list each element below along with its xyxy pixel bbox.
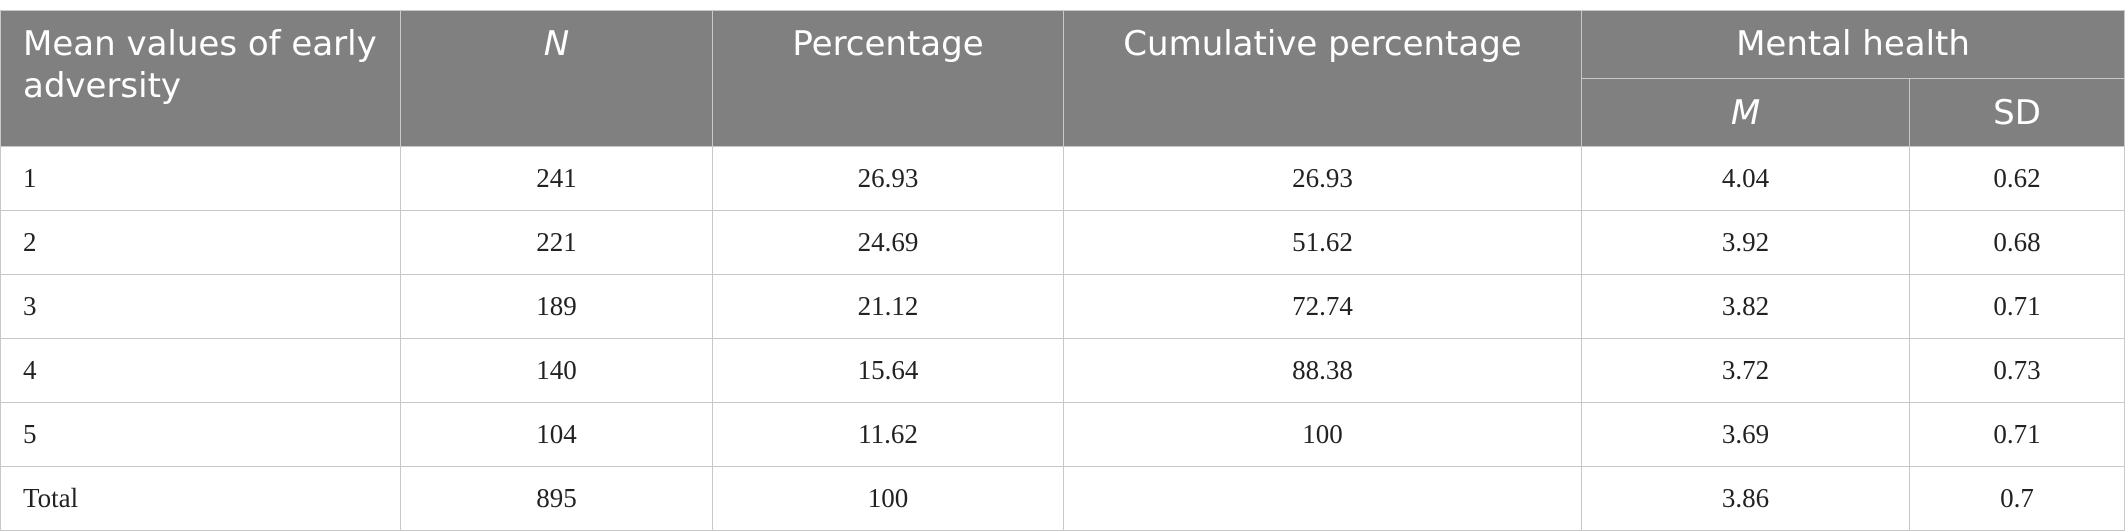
table-cell: 3.69 bbox=[1581, 402, 1910, 467]
header-text: M bbox=[1730, 92, 1761, 133]
table-cell: 51.62 bbox=[1063, 210, 1582, 275]
table-cell: 15.64 bbox=[712, 338, 1064, 403]
header-cell: Mean values of early adversity bbox=[0, 10, 401, 147]
table-cell: Total bbox=[0, 466, 401, 531]
table-cell: 88.38 bbox=[1063, 338, 1582, 403]
table-cell: 4.04 bbox=[1581, 146, 1910, 211]
table-cell: 3 bbox=[0, 274, 401, 339]
header-row: M SD bbox=[1, 78, 2126, 147]
table-row: 3 189 21.12 72.74 3.82 0.71 bbox=[0, 274, 2126, 339]
table-cell: 100 bbox=[712, 466, 1064, 531]
table-cell: 0.68 bbox=[1908, 210, 2126, 275]
header-text: N bbox=[543, 24, 570, 64]
table-cell: 11.62 bbox=[712, 402, 1064, 467]
table-cell: 895 bbox=[400, 466, 713, 531]
table-cell: 0.73 bbox=[1908, 338, 2126, 403]
table-row: 4 140 15.64 88.38 3.72 0.73 bbox=[0, 338, 2126, 403]
table-cell: 100 bbox=[1063, 402, 1582, 467]
header-cell: SD bbox=[1908, 78, 2126, 147]
table-header: Mean values of early adversity N Percent… bbox=[0, 10, 2126, 147]
table-cell: 26.93 bbox=[1063, 146, 1582, 211]
table-cell: 3.72 bbox=[1581, 338, 1910, 403]
table-row: 5 104 11.62 100 3.69 0.71 bbox=[0, 402, 2126, 467]
table-cell: 1 bbox=[0, 146, 401, 211]
table-row: 1 241 26.93 26.93 4.04 0.62 bbox=[0, 146, 2126, 211]
table-cell: 26.93 bbox=[712, 146, 1064, 211]
table-cell: 2 bbox=[0, 210, 401, 275]
table-cell: 5 bbox=[0, 402, 401, 467]
header-cell: Percentage bbox=[712, 10, 1064, 147]
header-cell: Cumulative percentage bbox=[1063, 10, 1582, 147]
table-cell: 24.69 bbox=[712, 210, 1064, 275]
table-cell: 72.74 bbox=[1063, 274, 1582, 339]
table-cell: 3.86 bbox=[1581, 466, 1910, 531]
table-row: 2 221 24.69 51.62 3.92 0.68 bbox=[0, 210, 2126, 275]
header-cell: M bbox=[1581, 78, 1910, 147]
table-cell: 0.71 bbox=[1908, 402, 2126, 467]
header-row: Mean values of early adversity N Percent… bbox=[0, 10, 2126, 147]
table-cell: 140 bbox=[400, 338, 713, 403]
table-cell: 189 bbox=[400, 274, 713, 339]
table-cell: 0.71 bbox=[1908, 274, 2126, 339]
table-cell: 0.7 bbox=[1908, 466, 2126, 531]
table-cell: 21.12 bbox=[712, 274, 1064, 339]
table-cell: 3.82 bbox=[1581, 274, 1910, 339]
table-body: 1 241 26.93 26.93 4.04 0.62 2 221 24.69 51.62 3.92… bbox=[0, 146, 2126, 531]
table-row: Total 895 100 3.86 0.7 bbox=[0, 466, 2126, 531]
table: Mean values of early adversity N Percent… bbox=[0, 10, 2126, 531]
table-cell bbox=[1063, 466, 1582, 531]
header-cell: N bbox=[400, 10, 713, 147]
table-cell: 4 bbox=[0, 338, 401, 403]
table-cell: 104 bbox=[400, 402, 713, 467]
table-cell: 241 bbox=[400, 146, 713, 211]
header-group: Mental health bbox=[1580, 10, 2126, 79]
table-cell: 221 bbox=[400, 210, 713, 275]
table-cell: 0.62 bbox=[1908, 146, 2126, 211]
table-cell: 3.92 bbox=[1581, 210, 1910, 275]
